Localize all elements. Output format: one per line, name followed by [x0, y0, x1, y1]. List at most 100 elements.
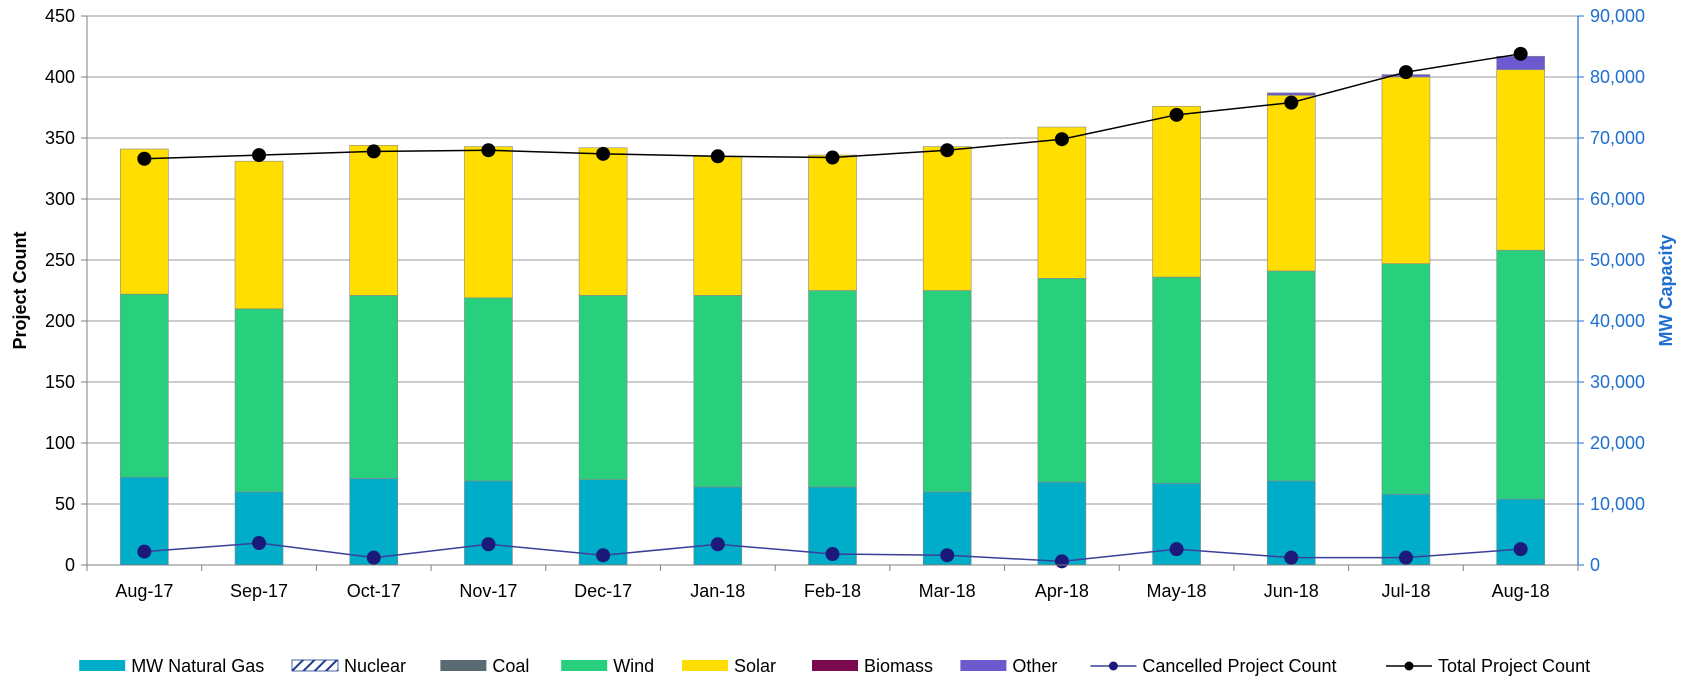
legend-swatch-mw-natural-gas [79, 660, 126, 671]
point-total-project-count [825, 150, 840, 165]
point-total-project-count [710, 149, 725, 164]
point-total-project-count [137, 151, 152, 166]
bar-wind [464, 297, 513, 482]
point-total-project-count [366, 144, 381, 159]
bar-solar [1152, 105, 1201, 278]
y-tick-label-left: 100 [45, 433, 75, 453]
point-cancelled-project-count [366, 550, 381, 565]
y-tick-label-right: 60,000 [1590, 189, 1645, 209]
point-cancelled-project-count [596, 548, 611, 563]
point-cancelled-project-count [1054, 554, 1069, 569]
legend-label-mw-natural-gas: MW Natural Gas [131, 656, 264, 676]
bar-solar [578, 147, 628, 296]
legend-label-coal: Coal [492, 656, 529, 676]
legend-label-other: Other [1012, 656, 1057, 676]
bar-solar [922, 146, 972, 291]
y-tick-label-right: 80,000 [1590, 67, 1645, 87]
legend-label-biomass: Biomass [864, 656, 933, 676]
y-tick-label-right: 70,000 [1590, 128, 1645, 148]
y-tick-label-left: 450 [45, 6, 75, 26]
bar-wind [808, 290, 857, 488]
legend-label-solar: Solar [734, 656, 776, 676]
point-total-project-count [596, 146, 611, 161]
bar-wind [1266, 270, 1316, 482]
legend-label-nuclear: Nuclear [344, 656, 406, 676]
point-cancelled-project-count [940, 548, 955, 563]
bar-mw-natural-gas [234, 491, 284, 566]
y-tick-label-left: 50 [55, 494, 75, 514]
legend-swatch-other [960, 660, 1007, 671]
bar-wind [693, 295, 743, 488]
bar-wind [1037, 277, 1087, 483]
y-axis-title-left: Project Count [10, 231, 30, 349]
y-tick-label-left: 150 [45, 372, 75, 392]
legend-swatch-nuclear [291, 659, 339, 672]
point-cancelled-project-count [137, 544, 152, 559]
x-tick-label: Feb-18 [804, 581, 861, 601]
y-tick-label-right: 90,000 [1590, 6, 1645, 26]
point-total-project-count [481, 143, 496, 158]
bar-solar [120, 148, 169, 295]
bar-other [1266, 92, 1316, 96]
line-series [137, 46, 1528, 569]
x-tick-label: Nov-17 [459, 581, 517, 601]
y-tick-label-right: 20,000 [1590, 433, 1645, 453]
bar-solar [1266, 95, 1316, 272]
point-cancelled-project-count [1169, 542, 1184, 557]
point-cancelled-project-count [252, 536, 267, 551]
legend-marker-total-project-count [1404, 661, 1414, 671]
bar-wind [349, 295, 399, 479]
y-axis-title-right: MW Capacity [1656, 234, 1676, 346]
x-tick-label: Mar-18 [919, 581, 976, 601]
point-total-project-count [1513, 46, 1528, 61]
y-tick-label-right: 0 [1590, 555, 1600, 575]
point-total-project-count [940, 143, 955, 158]
bar-wind [1496, 249, 1545, 500]
y-tick-label-right: 10,000 [1590, 494, 1645, 514]
x-tick-label: Aug-17 [115, 581, 173, 601]
legend-swatch-coal [440, 660, 487, 671]
bar-mw-natural-gas [464, 480, 513, 566]
legend-swatch-biomass [812, 660, 858, 671]
y-tick-label-left: 250 [45, 250, 75, 270]
bar-wind [922, 290, 972, 493]
bar-solar [693, 156, 743, 296]
y-tick-label-right: 50,000 [1590, 250, 1645, 270]
bar-solar [349, 145, 399, 296]
bar-solar [1381, 76, 1431, 264]
bar-solar [808, 154, 857, 291]
axes: 0 50 100 150 200 250 300 350 400 450 0 10,000 20,000… [10, 6, 1676, 601]
y-tick-label-left: 400 [45, 67, 75, 87]
bar-mw-natural-gas [349, 478, 399, 566]
x-tick-label: Jun-18 [1264, 581, 1319, 601]
legend-label-wind: Wind [613, 656, 654, 676]
point-cancelled-project-count [710, 537, 725, 552]
y-tick-label-right: 40,000 [1590, 311, 1645, 331]
x-tick-label: May-18 [1147, 581, 1207, 601]
point-cancelled-project-count [1284, 550, 1299, 565]
bar-mw-natural-gas [1037, 481, 1087, 566]
x-tick-label: Aug-18 [1492, 581, 1550, 601]
legend: MW Natural Gas Nuclear Coal Wind Solar Biomas… [79, 656, 1590, 676]
bar-wind [1381, 263, 1431, 495]
y-tick-label-left: 350 [45, 128, 75, 148]
point-cancelled-project-count [825, 547, 840, 562]
point-total-project-count [1169, 107, 1184, 122]
x-tick-label: Oct-17 [347, 581, 401, 601]
y-tick-label-left: 300 [45, 189, 75, 209]
legend-label-total-project-count: Total Project Count [1438, 656, 1590, 676]
point-total-project-count [252, 148, 267, 163]
point-total-project-count [1284, 95, 1299, 110]
x-tick-label: Sep-17 [230, 581, 288, 601]
point-total-project-count [1398, 65, 1413, 80]
bar-solar [1037, 126, 1087, 279]
y-tick-label-left: 0 [65, 555, 75, 575]
point-total-project-count [1054, 132, 1069, 147]
bar-solar [464, 146, 513, 299]
bar-series [120, 55, 1545, 566]
y-tick-label-right: 30,000 [1590, 372, 1645, 392]
bar-solar [234, 160, 284, 310]
legend-label-cancelled-project-count: Cancelled Project Count [1142, 656, 1336, 676]
